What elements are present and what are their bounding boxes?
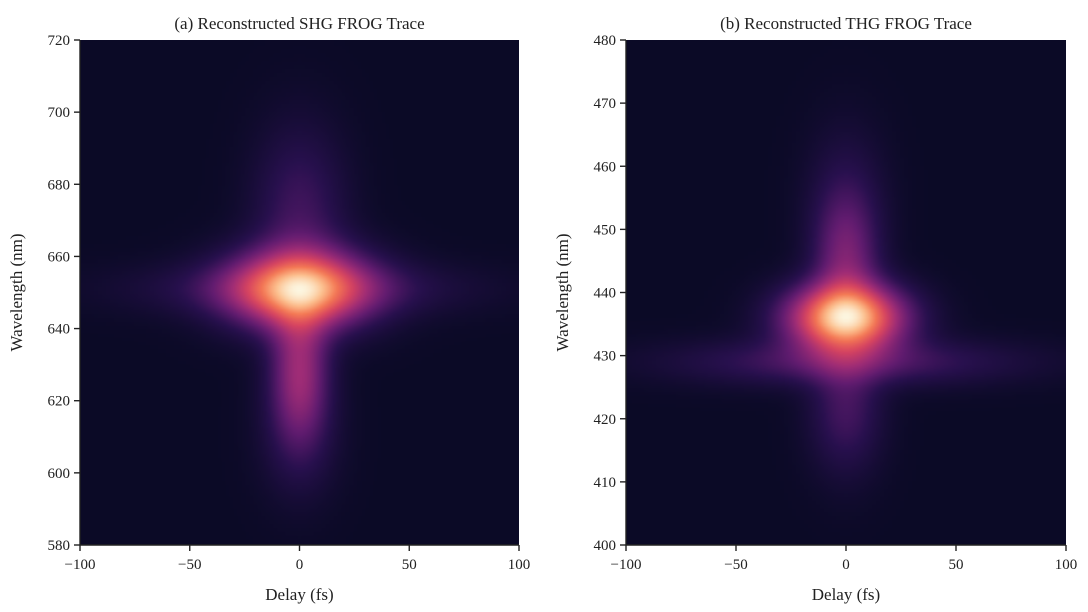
shg-y-tick-label: 720	[48, 33, 71, 49]
thg-x-tick-label: 0	[842, 557, 850, 573]
thg-y-tick-label: 410	[594, 475, 617, 491]
shg-y-tick-label: 680	[48, 177, 71, 193]
shg-y-tick-label: 580	[48, 538, 71, 554]
thg-y-axis-label: Wavelength (nm)	[553, 233, 572, 351]
thg-y-tick-label: 480	[594, 33, 617, 49]
shg-x-tick-label: −50	[178, 557, 201, 573]
thg-y-tick-label: 450	[594, 222, 617, 238]
thg-y-tick-label: 400	[594, 538, 617, 554]
thg-heatmap-image	[626, 40, 1066, 545]
shg-y-tick-label: 600	[48, 466, 71, 482]
shg-y-tick-label: 700	[48, 105, 71, 121]
shg-y-tick-label: 640	[48, 322, 71, 338]
shg-x-tick-label: 0	[296, 557, 304, 573]
thg-y-tick-label: 470	[594, 96, 617, 112]
thg-y-tick-label: 460	[594, 159, 617, 175]
thg-y-tick-label: 420	[594, 412, 617, 428]
thg-x-tick-label: −100	[611, 557, 642, 573]
thg-y-tick-label: 440	[594, 286, 617, 302]
shg-y-tick-label: 660	[48, 249, 71, 265]
thg-frog-chart: −100 −50 0 50 100 400 410 420 430 440 450 460 470 480…	[553, 14, 1077, 604]
thg-y-tick-label: 430	[594, 349, 617, 365]
shg-chart-title: (a) Reconstructed SHG FROG Trace	[174, 14, 424, 33]
thg-x-tick-label: −50	[724, 557, 747, 573]
shg-frog-chart: −100 −50 0 50 100 580 600 620 640 660 680 700 720 (a)…	[7, 14, 530, 604]
shg-x-tick-label: 100	[508, 557, 531, 573]
shg-heatmap-image	[80, 40, 519, 545]
thg-x-axis-label: Delay (fs)	[812, 585, 880, 604]
shg-x-tick-label: 50	[402, 557, 417, 573]
thg-chart-title: (b) Reconstructed THG FROG Trace	[720, 14, 972, 33]
shg-x-axis-label: Delay (fs)	[265, 585, 333, 604]
shg-y-axis-label: Wavelength (nm)	[7, 233, 26, 351]
shg-y-tick-label: 620	[48, 394, 71, 410]
thg-x-tick-label: 50	[949, 557, 964, 573]
thg-x-tick-label: 100	[1055, 557, 1078, 573]
shg-x-tick-label: −100	[65, 557, 96, 573]
